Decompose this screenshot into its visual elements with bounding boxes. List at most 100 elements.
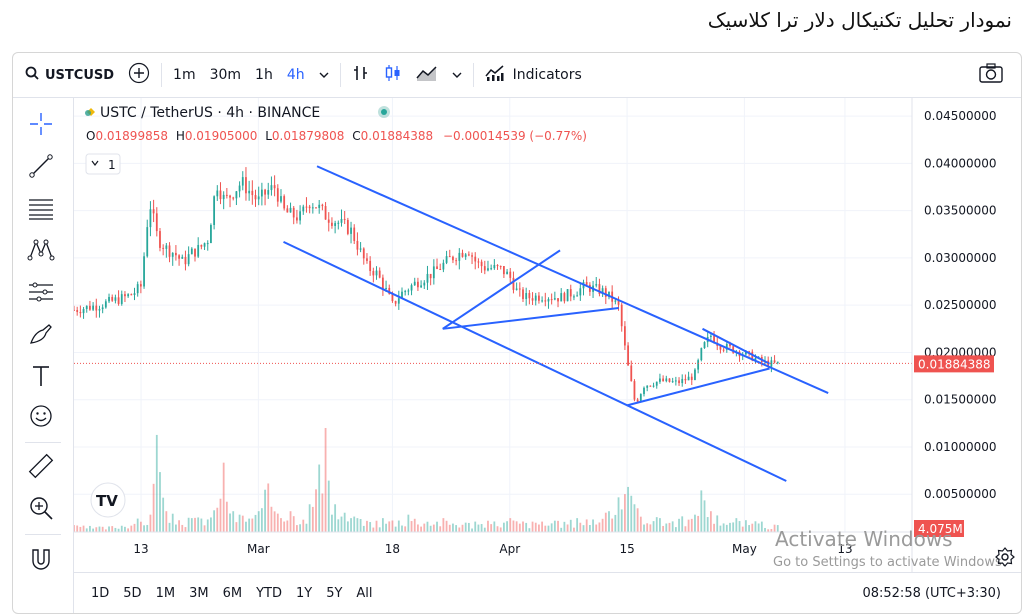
range-3m[interactable]: 3M [189,585,209,601]
indicators-button[interactable]: Indicators [478,53,589,97]
volume-bar [302,519,305,532]
volume-bar [483,527,486,532]
volume-bar [678,518,680,532]
volume-bar [397,520,400,532]
candle-body [401,291,403,299]
volume-bar [178,520,180,532]
candle-body [120,294,123,304]
interval-30m[interactable]: 30m [209,67,242,83]
crosshair-tool[interactable] [25,112,57,140]
candle-body [213,196,216,226]
volume-bar [334,504,337,532]
candle-body [350,227,352,234]
symbol-search-button[interactable]: USTCUSD [13,53,121,97]
volume-bar [732,522,735,532]
text-tool[interactable] [25,364,57,392]
clock-timezone[interactable]: 08:52:58 (UTC+3:30) [862,585,1001,601]
range-1d[interactable]: 1D [91,585,110,601]
volume-bar [194,517,196,532]
x-tick-label: Mar [247,542,270,556]
range-ytd[interactable]: YTD [256,585,282,601]
brush-tool[interactable] [25,322,57,350]
volume-bar [270,506,273,532]
pattern-tool[interactable] [25,238,57,266]
magnet-tool[interactable] [25,548,57,576]
range-5d[interactable]: 5D [123,585,142,601]
volume-bar [773,524,776,532]
volume-bar [331,514,333,532]
candle-body [490,268,493,270]
candle-body [229,195,231,198]
pattern-icon [27,236,55,268]
volume-bar [550,523,553,532]
volume-bar [735,518,738,532]
volume-bar [184,527,187,532]
fib-tool[interactable] [25,196,57,224]
time-axis[interactable]: 13 Mar 18 Apr 15 May 13 [74,531,912,556]
candle-body [553,298,556,300]
volume-bar [165,511,168,532]
candle-body [480,261,483,267]
candle-body [359,248,362,250]
price-chart[interactable]: 0.04500000 0.04000000 0.03500000 0.03000000… [74,98,1020,572]
screenshot-button[interactable] [972,53,1021,97]
range-1y[interactable]: 1Y [295,585,313,601]
candle-body [630,365,633,382]
area-style-button[interactable] [409,53,445,97]
candle-body [315,207,317,209]
y-tick-label: 0.03000000 [924,251,997,265]
interval-1m[interactable]: 1m [173,67,196,83]
range-1m[interactable]: 1M [155,585,176,601]
interval-1h[interactable]: 1h [255,67,273,83]
chart-style-dropdown-button[interactable] [445,53,469,97]
candle-body [732,346,735,353]
volume-bar [646,523,649,532]
interval-dropdown-button[interactable] [312,53,336,97]
volume-bar [684,526,687,532]
volume-bar [267,483,270,532]
ruler-tool[interactable] [25,453,57,482]
add-symbol-button[interactable] [121,53,157,97]
prediction-tool[interactable] [25,280,57,308]
interval-4h[interactable]: 4h [286,67,305,83]
bar-style-button[interactable] [345,53,377,97]
volume-bar [490,524,493,532]
candle-style-button[interactable] [377,53,409,97]
candle-body [681,378,684,384]
zoom-tool[interactable] [25,496,57,524]
range-6m[interactable]: 6M [222,585,243,601]
candle-body [257,196,260,200]
volume-bar [455,525,458,532]
candle-body [311,207,314,209]
volume-bar [614,514,617,532]
candle-body [104,301,107,308]
volume-bar [111,526,114,532]
volume-bar [245,521,247,532]
volume-bar [487,520,489,532]
candle-body [394,301,397,304]
volume-bar [595,524,598,532]
candle-body [340,218,343,223]
symbol-label: USTCUSD [45,67,115,83]
range-5y[interactable]: 5Y [326,585,343,601]
candle-body [573,296,575,298]
trendline-tool[interactable] [25,154,57,182]
candle-body [353,227,356,241]
candle-style-icon [384,64,402,86]
range-all[interactable]: All [356,585,373,601]
volume-bar [350,518,352,532]
volume-bar [630,495,633,532]
chart-settings-button[interactable] [995,547,1015,567]
volume-bar [611,518,614,532]
price-axis[interactable]: 0.04500000 0.04000000 0.03500000 0.03000000… [911,98,997,572]
indicators-toggle[interactable]: 1 [85,153,121,175]
candle-body [149,209,152,228]
candle-body [146,227,149,257]
trendline-drawings[interactable] [283,165,829,482]
candle-body [366,258,368,261]
candle-body [697,360,700,370]
volume-bar [439,526,442,532]
volume-bar [509,518,512,532]
emoji-tool[interactable] [25,404,57,432]
volume-bar [506,521,508,532]
